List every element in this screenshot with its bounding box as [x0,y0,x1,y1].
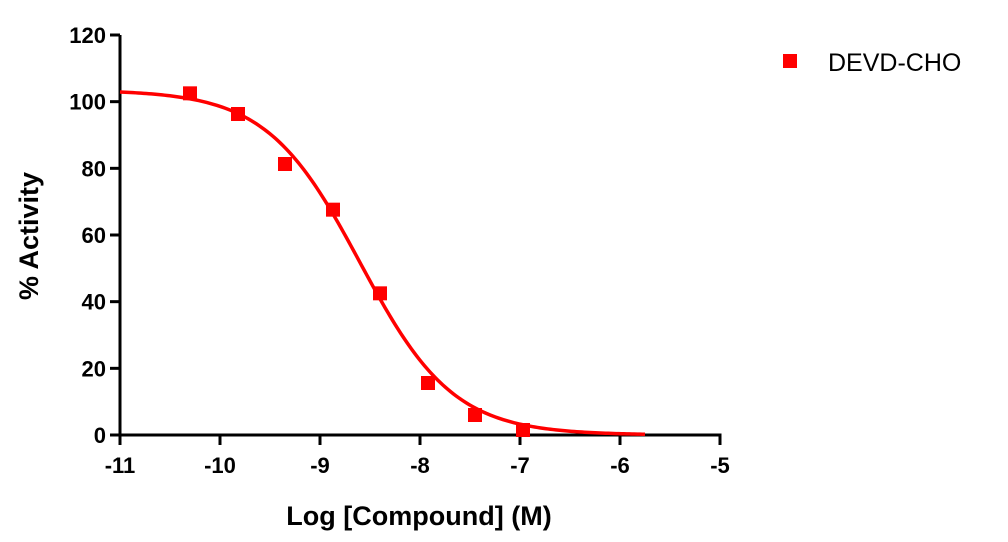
fit-curve [119,90,646,436]
axes [118,35,722,437]
x-tick-label: -8 [410,453,430,478]
y-tick-label: 20 [82,356,106,381]
x-tick-label: -7 [510,453,530,478]
x-tick-label: -5 [710,453,730,478]
y-tick-label: 120 [69,23,106,48]
data-point [231,107,245,121]
data-point [278,157,292,171]
data-point [421,376,435,390]
data-point [516,423,530,437]
y-ticks: 0 20 40 60 80 100 120 [69,23,120,448]
x-axis-title: Log [Compound] (M) [286,501,551,531]
data-point [468,408,482,422]
y-tick-label: 60 [82,223,106,248]
legend-marker [783,54,797,68]
data-point [373,286,387,301]
x-tick-label: -10 [204,453,236,478]
data-point [183,86,197,101]
x-ticks: -11 -10 -9 -8 -7 -6 -5 [105,435,730,478]
y-tick-label: 80 [82,156,106,181]
y-axis-title: % Activity [14,172,44,300]
legend-label: DEVD-CHO [828,49,961,77]
legend: DEVD-CHO [783,49,961,77]
y-tick-label: 100 [69,90,106,115]
data-points [183,86,530,437]
x-tick-label: -11 [105,453,136,478]
x-tick-label: -6 [610,453,630,478]
x-tick-label: -9 [310,453,330,478]
y-tick-label: 40 [82,290,106,315]
data-point [326,202,340,217]
y-tick-label: 0 [94,423,106,448]
